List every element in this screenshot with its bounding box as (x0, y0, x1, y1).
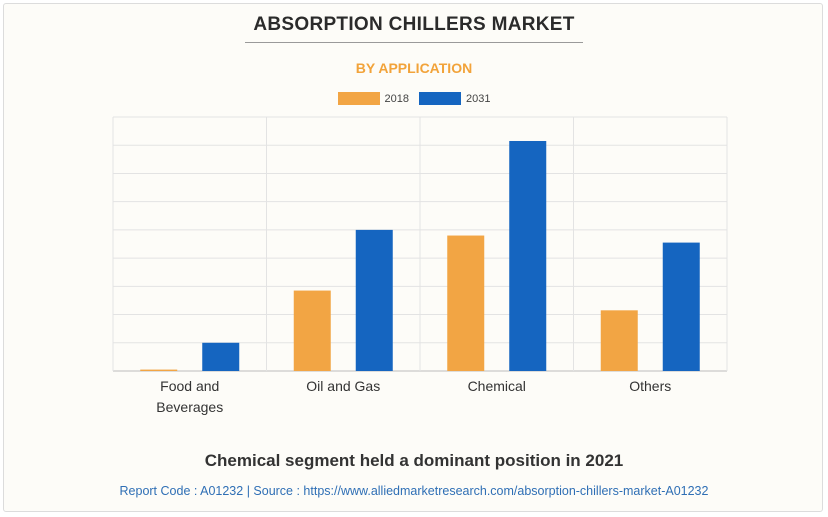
chart-title: ABSORPTION CHILLERS MARKET (253, 14, 575, 35)
headline-text: Chemical segment held a dominant positio… (204, 451, 624, 470)
legend: 2018 2031 (0, 92, 828, 105)
legend-swatch-2031 (419, 92, 461, 105)
bar-2031-others (662, 242, 700, 371)
chart-subtitle: BY APPLICATION (355, 60, 473, 76)
x-axis-labels: Food and Beverages Oil and Gas Chemical Othe… (156, 378, 671, 415)
x-tick-label: Chemical (468, 378, 526, 394)
bar-2031-chemical (509, 140, 547, 371)
title-underline (245, 42, 583, 43)
bars (140, 140, 700, 371)
legend-item-2018: 2018 (337, 92, 409, 105)
bar-2018-oil-and-gas (293, 290, 331, 371)
bar-2018-others (600, 310, 638, 371)
report-source-footer: Report Code : A01232 | Source : https://… (119, 484, 709, 498)
bar-2018-chemical (447, 235, 485, 371)
x-tick-label: Beverages (156, 399, 223, 415)
bar-2031-food-and-beverages (202, 342, 240, 371)
legend-item-2031: 2031 (419, 92, 490, 105)
x-tick-label: Food and (160, 378, 219, 394)
bar-2031-oil-and-gas (355, 229, 393, 371)
legend-label-2031: 2031 (466, 92, 491, 105)
bar-2018-food-and-beverages (140, 369, 178, 371)
legend-label-2018: 2018 (384, 92, 409, 105)
x-tick-label: Oil and Gas (306, 378, 380, 394)
legend-swatch-2018 (337, 92, 380, 105)
x-tick-label: Others (629, 378, 671, 394)
